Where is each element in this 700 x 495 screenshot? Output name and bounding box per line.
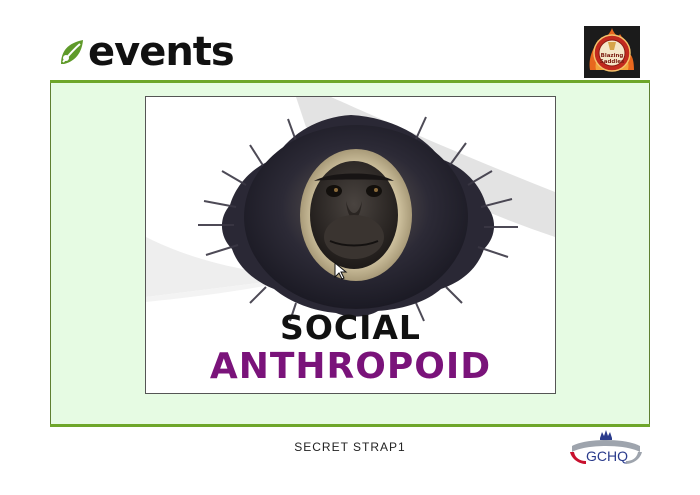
crown-icon — [600, 430, 612, 440]
slide-title-line1: SOCIAL — [280, 308, 421, 347]
gibbon-image — [146, 97, 555, 322]
events-logo: events — [58, 29, 235, 75]
slide-title-line2: ANTHROPOID — [209, 346, 492, 387]
logo-text: events — [88, 29, 235, 75]
flaming-seal-icon: Blazing Saddles — [584, 26, 640, 78]
slide-image: SOCIAL ANTHROPOID — [145, 96, 556, 394]
classification-label: SECRET STRAP1 — [294, 440, 406, 454]
top-rule — [50, 80, 650, 83]
badge-text-1: Blazing — [601, 53, 624, 59]
bottom-rule — [50, 424, 650, 427]
badge-text-2: Saddles — [600, 59, 625, 65]
gchq-logo — [570, 430, 642, 464]
leaf-icon — [61, 40, 83, 64]
gchq-text: GCHQ — [586, 448, 628, 464]
